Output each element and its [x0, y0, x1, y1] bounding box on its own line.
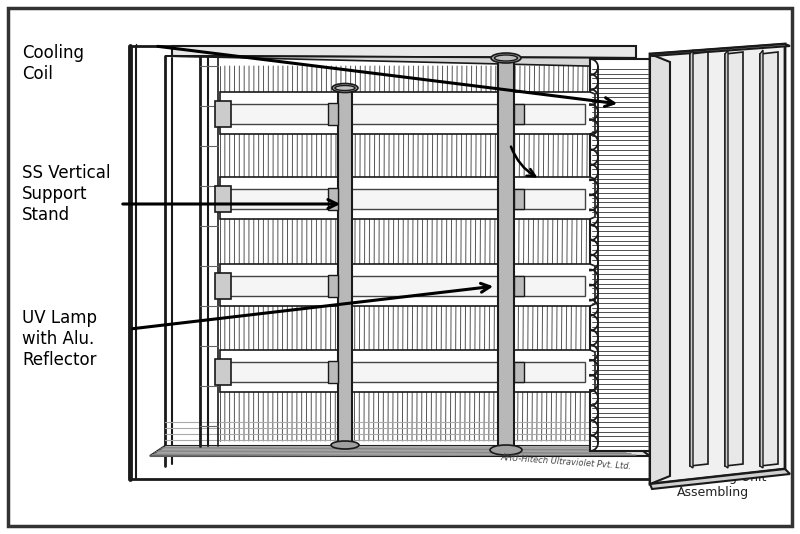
Bar [328, 103, 338, 125]
Bar [498, 62, 514, 454]
Polygon shape [165, 56, 636, 67]
Bar [514, 362, 524, 382]
Ellipse shape [491, 53, 521, 63]
Polygon shape [690, 50, 693, 468]
Polygon shape [650, 54, 670, 484]
Bar [215, 101, 231, 127]
Bar [514, 104, 524, 124]
Polygon shape [172, 46, 636, 58]
Bar [215, 273, 231, 299]
Ellipse shape [332, 83, 358, 92]
Bar [514, 189, 524, 209]
Polygon shape [220, 92, 595, 134]
Bar [338, 92, 352, 448]
Bar [328, 361, 338, 383]
Ellipse shape [490, 445, 522, 455]
Bar [328, 275, 338, 297]
Text: Cooling
Coil: Cooling Coil [22, 44, 84, 83]
Polygon shape [725, 50, 728, 468]
Bar [514, 276, 524, 296]
Polygon shape [220, 264, 595, 306]
Polygon shape [760, 50, 763, 468]
Ellipse shape [494, 55, 518, 61]
Text: SS Vertical
Support
Stand: SS Vertical Support Stand [22, 164, 110, 224]
Polygon shape [150, 446, 650, 456]
Polygon shape [225, 104, 585, 124]
Text: Air Handling Unit
Assembling: Air Handling Unit Assembling [660, 471, 766, 499]
Polygon shape [220, 177, 595, 219]
Text: UV Lamp
with Alu.
Reflector: UV Lamp with Alu. Reflector [22, 309, 97, 369]
Ellipse shape [331, 441, 359, 449]
Polygon shape [220, 350, 595, 392]
Polygon shape [650, 44, 785, 484]
Ellipse shape [335, 85, 355, 90]
Polygon shape [725, 52, 743, 466]
Polygon shape [690, 52, 708, 466]
Polygon shape [760, 52, 778, 466]
Bar [215, 186, 231, 212]
Polygon shape [590, 59, 650, 451]
Bar [328, 188, 338, 210]
Polygon shape [650, 469, 790, 489]
Polygon shape [225, 189, 585, 209]
Polygon shape [650, 44, 790, 56]
Bar [215, 359, 231, 385]
Text: AHU-Hitech Ultraviolet Pvt. Ltd.: AHU-Hitech Ultraviolet Pvt. Ltd. [500, 453, 631, 471]
Polygon shape [225, 362, 585, 382]
Polygon shape [225, 276, 585, 296]
